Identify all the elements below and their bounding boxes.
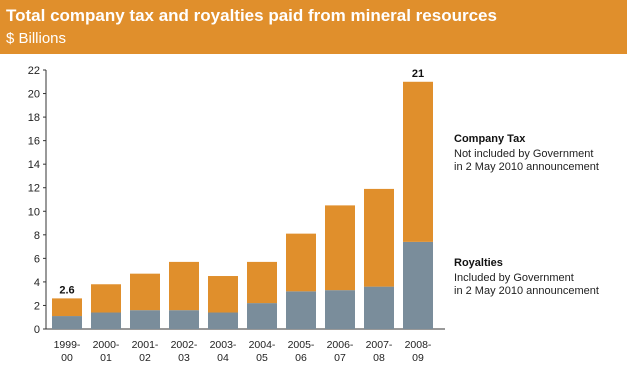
bar-royalties (325, 290, 355, 329)
y-tick-label: 6 (34, 253, 40, 265)
bar-royalties (91, 312, 121, 329)
x-tick-label: 2002- (171, 339, 198, 351)
y-tick-label: 16 (28, 136, 40, 148)
bar-company-tax (247, 261, 277, 304)
legend-royalties-desc-line2: in 2 May 2010 announcement (454, 285, 599, 297)
bar-royalties (403, 241, 433, 329)
bar-royalties (52, 316, 82, 329)
y-tick-label: 10 (28, 206, 40, 218)
legend-royalties-desc-line1: Included by Government (454, 272, 574, 284)
bar-company-tax (286, 233, 316, 292)
legend-company-tax-desc-line2: in 2 May 2010 announcement (454, 161, 599, 173)
x-tick-label: 04 (217, 352, 229, 364)
bar-company-tax (91, 284, 121, 313)
data-label: 2.6 (59, 284, 74, 296)
y-tick-label: 22 (28, 65, 40, 77)
legend-company-tax-title: Company Tax (454, 133, 526, 145)
bar-royalties (169, 310, 199, 329)
legend-company-tax-desc-line1: Not included by Government (454, 148, 594, 160)
bar-company-tax (52, 298, 82, 317)
bar-company-tax (208, 276, 238, 313)
bar-royalties (247, 303, 277, 329)
x-tick-label: 2007- (366, 339, 393, 351)
y-tick-label: 2 (34, 300, 40, 312)
x-tick-label: 06 (295, 352, 307, 364)
x-tick-label: 03 (178, 352, 190, 364)
x-tick-label: 08 (373, 352, 385, 364)
y-tick-label: 18 (28, 112, 40, 124)
x-tick-label: 07 (334, 352, 346, 364)
bar-royalties (364, 286, 394, 329)
bar-company-tax (325, 205, 355, 291)
bar-company-tax (130, 273, 160, 311)
y-tick-label: 12 (28, 183, 40, 195)
x-tick-label: 1999- (54, 339, 81, 351)
legend-royalties-title: Royalties (454, 257, 503, 269)
y-tick-label: 8 (34, 230, 40, 242)
chart-subtitle: $ Billions (6, 30, 67, 47)
y-tick-label: 4 (34, 277, 40, 289)
y-tick-label: 14 (28, 159, 40, 171)
x-tick-label: 2005- (288, 339, 315, 351)
x-tick-label: 2003- (210, 339, 237, 351)
x-tick-label: 2001- (132, 339, 159, 351)
bar-royalties (130, 310, 160, 329)
data-label: 21 (412, 68, 424, 80)
bar-royalties (286, 291, 316, 329)
chart-title: Total company tax and royalties paid fro… (6, 6, 497, 25)
x-tick-label: 2000- (93, 339, 120, 351)
y-tick-label: 0 (34, 324, 40, 336)
bar-company-tax (169, 261, 199, 311)
bar-royalties (208, 312, 238, 329)
x-tick-label: 05 (256, 352, 268, 364)
x-tick-label: 2004- (249, 339, 276, 351)
chart-header: Total company tax and royalties paid fro… (0, 0, 627, 54)
x-tick-label: 02 (139, 352, 151, 364)
x-tick-label: 00 (61, 352, 73, 364)
x-tick-label: 01 (100, 352, 112, 364)
x-tick-label: 2008- (405, 339, 432, 351)
x-tick-label: 2006- (327, 339, 354, 351)
y-tick-label: 20 (28, 89, 40, 101)
bar-company-tax (403, 81, 433, 242)
bar-company-tax (364, 188, 394, 287)
x-tick-label: 09 (412, 352, 424, 364)
